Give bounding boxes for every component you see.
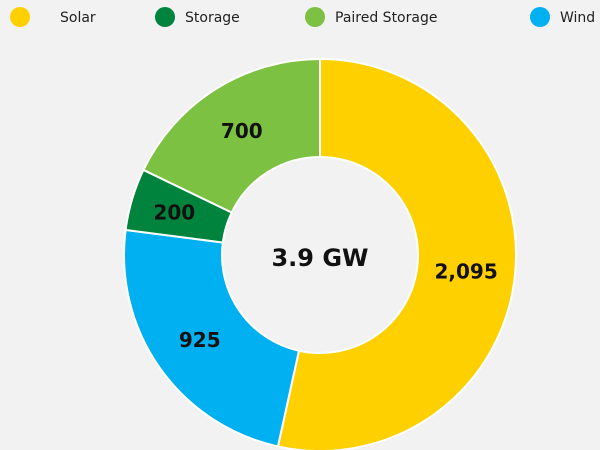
data-label: 925	[179, 328, 221, 352]
legend-swatch	[530, 7, 550, 27]
legend-label: Storage	[185, 10, 240, 26]
donut-slice	[123, 228, 301, 448]
legend-swatch	[305, 7, 325, 27]
data-label: 700	[221, 119, 263, 143]
legend-swatch	[155, 7, 175, 27]
center-label: 3.9 GW	[271, 244, 368, 272]
legend-label: Wind	[560, 10, 595, 26]
legend-label: Paired Storage	[335, 10, 437, 26]
donut-slice	[142, 57, 321, 214]
legend-swatch	[10, 7, 30, 27]
data-label: 200	[153, 200, 195, 224]
donut-slice	[276, 57, 517, 450]
legend-label: Solar	[60, 10, 96, 26]
data-label: 2,095	[435, 259, 498, 283]
